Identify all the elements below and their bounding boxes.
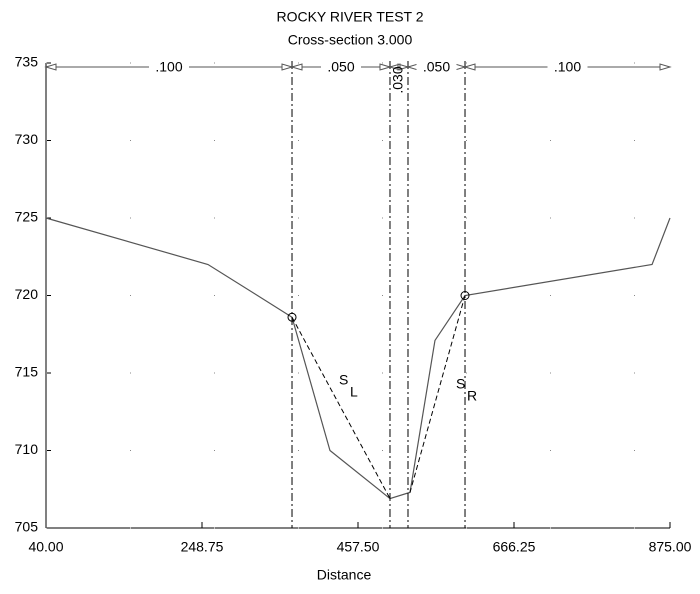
y-tick-label: 730 <box>15 131 39 147</box>
bank-station <box>460 291 470 300</box>
x-tick-label: 457.50 <box>337 539 380 555</box>
n-label-bg <box>416 58 457 76</box>
slope-line <box>409 295 466 493</box>
slope-label: S <box>339 372 348 388</box>
y-tick-label: 735 <box>15 54 39 70</box>
x-tick-label: 666.25 <box>493 539 536 555</box>
y-tick-label: 715 <box>15 364 39 380</box>
y-tick-label: 725 <box>15 209 39 225</box>
x-tick-label: 248.75 <box>181 539 224 555</box>
bank-station <box>287 312 297 322</box>
n-label-bg <box>547 58 588 76</box>
n-label-bg <box>149 58 190 76</box>
n-label: .100 <box>554 59 581 75</box>
arrow-head <box>388 63 410 71</box>
slope-label-sub: R <box>467 388 477 404</box>
y-tick-label: 710 <box>15 441 39 457</box>
slope-label-sub: L <box>350 384 358 400</box>
n-label: .100 <box>155 59 182 75</box>
slope-line <box>291 316 391 499</box>
chart-subtitle: Cross-section 3.000 <box>288 32 413 48</box>
y-tick-label: 720 <box>15 286 39 302</box>
n-label: .030 <box>390 66 406 93</box>
x-axis-label: Distance <box>317 567 372 583</box>
arrow-head <box>290 63 392 71</box>
arrow-head <box>463 63 672 71</box>
ground-line <box>45 217 671 500</box>
slope-label: S <box>456 376 465 392</box>
arrow-head <box>44 63 294 71</box>
y-tick-label: 705 <box>15 519 39 535</box>
x-tick-label: 875.00 <box>649 539 692 555</box>
n-label: .050 <box>423 59 450 75</box>
x-tick-label: 40.00 <box>28 539 63 555</box>
chart-title: ROCKY RIVER TEST 2 <box>276 9 423 25</box>
n-label-bg <box>320 58 361 76</box>
n-label: .050 <box>327 59 354 75</box>
